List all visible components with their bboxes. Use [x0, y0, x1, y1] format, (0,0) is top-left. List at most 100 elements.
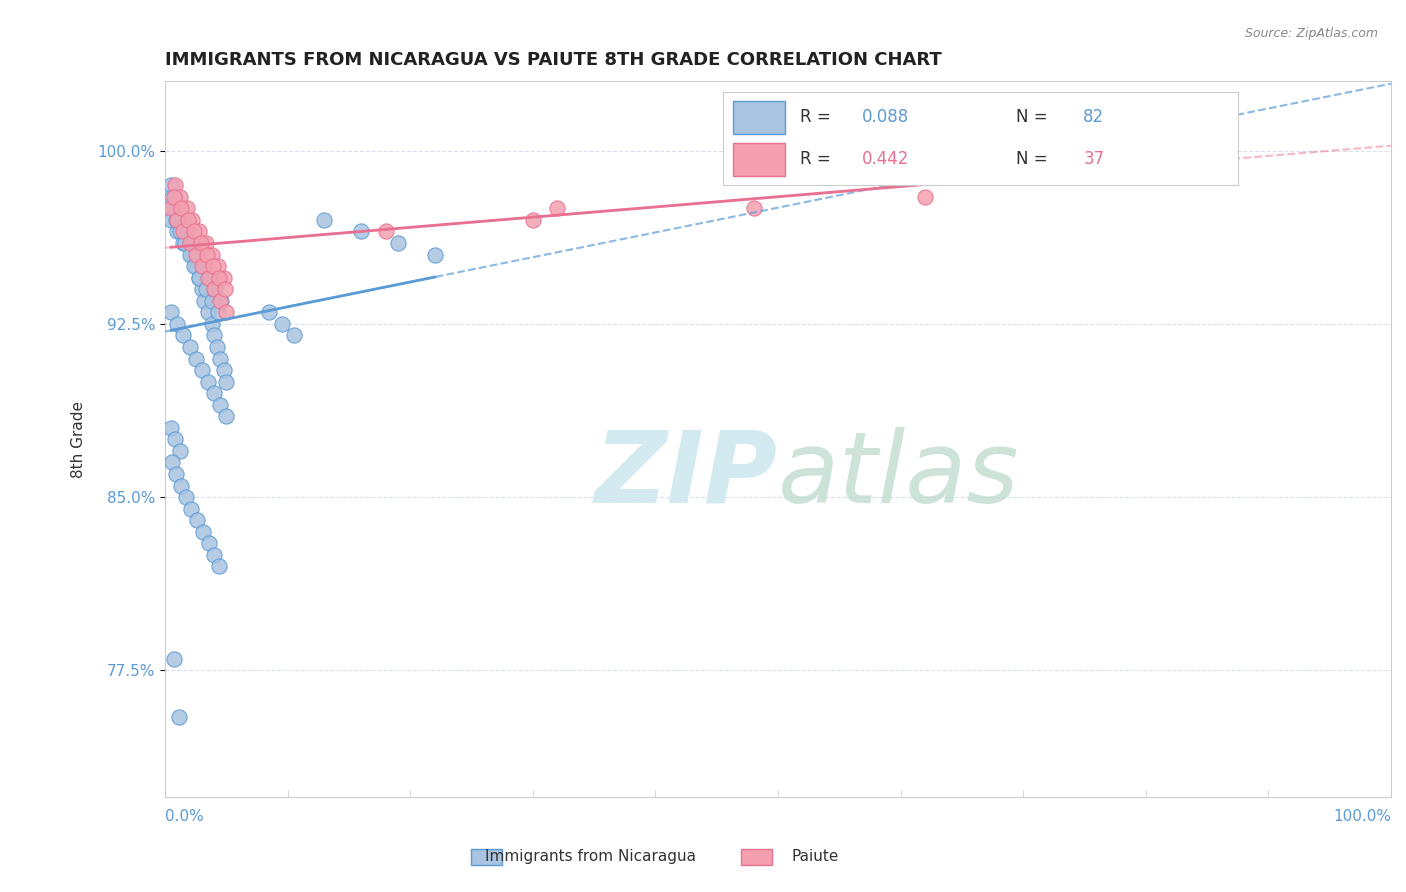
- Point: [191, 524, 214, 539]
- Point: [215, 305, 238, 319]
- Point: [197, 375, 219, 389]
- Point: [176, 202, 198, 216]
- Point: [546, 202, 568, 216]
- Point: [191, 259, 214, 273]
- Point: [194, 282, 217, 296]
- Point: [215, 375, 238, 389]
- Point: [522, 213, 544, 227]
- Point: [208, 270, 231, 285]
- Point: [202, 386, 225, 401]
- Point: [202, 282, 225, 296]
- Point: [160, 213, 183, 227]
- Point: [270, 317, 292, 331]
- Point: [184, 247, 207, 261]
- Point: [169, 444, 191, 458]
- Point: [186, 513, 208, 527]
- Point: [163, 190, 186, 204]
- Point: [176, 225, 198, 239]
- Point: [214, 282, 236, 296]
- Point: [162, 190, 184, 204]
- Point: [160, 305, 183, 319]
- Point: [179, 235, 201, 250]
- Point: [177, 225, 200, 239]
- Text: atlas: atlas: [778, 426, 1019, 524]
- Point: [172, 213, 194, 227]
- Point: [197, 270, 219, 285]
- Point: [1111, 167, 1133, 181]
- Point: [181, 213, 204, 227]
- Point: [163, 190, 186, 204]
- Point: [209, 398, 232, 412]
- Point: [1197, 144, 1219, 158]
- Text: IMMIGRANTS FROM NICARAGUA VS PAIUTE 8TH GRADE CORRELATION CHART: IMMIGRANTS FROM NICARAGUA VS PAIUTE 8TH …: [165, 51, 942, 69]
- Point: [387, 235, 409, 250]
- Point: [423, 247, 446, 261]
- Y-axis label: 8th Grade: 8th Grade: [72, 401, 86, 478]
- Point: [167, 709, 190, 723]
- Point: [184, 351, 207, 366]
- Point: [212, 270, 235, 285]
- Point: [165, 213, 187, 227]
- Point: [200, 270, 222, 285]
- Point: [179, 340, 201, 354]
- Point: [187, 247, 209, 261]
- Point: [211, 293, 233, 308]
- Point: [209, 293, 232, 308]
- Point: [163, 178, 186, 193]
- Text: Immigrants from Nicaragua: Immigrants from Nicaragua: [485, 849, 696, 863]
- Point: [172, 235, 194, 250]
- Point: [160, 178, 183, 193]
- Point: [163, 652, 186, 666]
- Point: [193, 259, 215, 273]
- Point: [201, 293, 224, 308]
- Text: 0.0%: 0.0%: [165, 809, 204, 824]
- Point: [205, 340, 228, 354]
- Point: [201, 317, 224, 331]
- Point: [172, 225, 194, 239]
- Point: [207, 305, 229, 319]
- Point: [1012, 155, 1035, 169]
- Point: [162, 455, 184, 469]
- Point: [350, 225, 373, 239]
- Point: [179, 247, 201, 261]
- Point: [197, 305, 219, 319]
- Point: [172, 328, 194, 343]
- Point: [166, 317, 188, 331]
- Point: [176, 225, 198, 239]
- Point: [163, 433, 186, 447]
- Point: [259, 305, 281, 319]
- Point: [181, 235, 204, 250]
- Point: [202, 548, 225, 562]
- Point: [172, 213, 194, 227]
- Point: [181, 235, 204, 250]
- Point: [212, 363, 235, 377]
- Point: [166, 202, 188, 216]
- Point: [202, 282, 225, 296]
- Point: [314, 213, 336, 227]
- Point: [201, 259, 224, 273]
- Point: [174, 490, 197, 504]
- Point: [169, 225, 191, 239]
- Point: [166, 213, 188, 227]
- Point: [204, 282, 226, 296]
- Text: Paiute: Paiute: [792, 849, 839, 863]
- Point: [170, 478, 193, 492]
- Point: [166, 225, 188, 239]
- Text: ZIP: ZIP: [595, 426, 778, 524]
- Point: [195, 247, 218, 261]
- Point: [191, 282, 214, 296]
- Point: [828, 167, 851, 181]
- Point: [374, 225, 396, 239]
- Point: [177, 213, 200, 227]
- Point: [179, 235, 201, 250]
- Point: [190, 235, 212, 250]
- Point: [201, 247, 224, 261]
- Point: [173, 235, 195, 250]
- Point: [172, 213, 194, 227]
- Point: [914, 190, 936, 204]
- Point: [207, 259, 229, 273]
- Text: Source: ZipAtlas.com: Source: ZipAtlas.com: [1244, 27, 1378, 40]
- Point: [169, 190, 191, 204]
- Point: [167, 202, 190, 216]
- Point: [184, 247, 207, 261]
